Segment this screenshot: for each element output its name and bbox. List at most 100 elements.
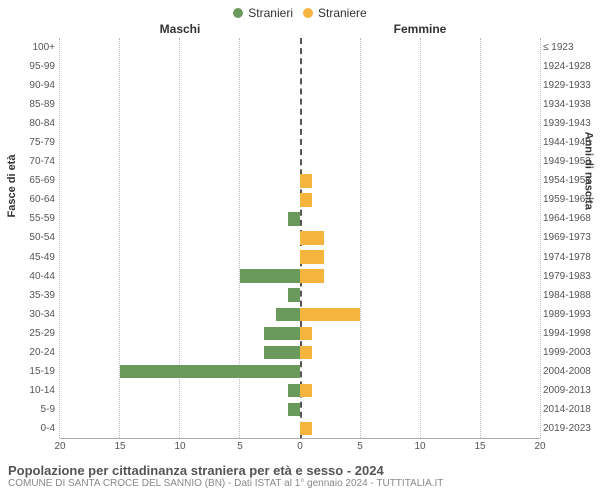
chart-row: 80-841939-1943 bbox=[60, 114, 540, 133]
age-label: 90-94 bbox=[15, 80, 55, 91]
age-label: 45-49 bbox=[15, 252, 55, 263]
birth-label: 1939-1943 bbox=[543, 118, 598, 129]
birth-label: 1929-1933 bbox=[543, 80, 598, 91]
chart-row: 20-241999-2003 bbox=[60, 343, 540, 362]
x-tick: 5 bbox=[237, 441, 243, 452]
age-label: 60-64 bbox=[15, 194, 55, 205]
chart-title: Popolazione per cittadinanza straniera p… bbox=[8, 463, 592, 478]
birth-label: 2009-2013 bbox=[543, 385, 598, 396]
x-axis: 05101520 5101520 bbox=[60, 441, 540, 459]
bar-female bbox=[300, 250, 324, 263]
birth-label: 1934-1938 bbox=[543, 99, 598, 110]
x-tick: 10 bbox=[414, 441, 425, 452]
plot-area: 100+≤ 192395-991924-192890-941929-193385… bbox=[60, 38, 540, 439]
chart-row: 50-541969-1973 bbox=[60, 228, 540, 247]
bar-male bbox=[120, 365, 300, 378]
bar-female bbox=[300, 308, 360, 321]
age-label: 50-54 bbox=[15, 232, 55, 243]
birth-label: 1984-1988 bbox=[543, 290, 598, 301]
chart-row: 70-741949-1953 bbox=[60, 152, 540, 171]
age-label: 0-4 bbox=[15, 423, 55, 434]
chart-row: 0-42019-2023 bbox=[60, 419, 540, 438]
birth-label: ≤ 1923 bbox=[543, 42, 598, 53]
bar-female bbox=[300, 269, 324, 282]
bar-male bbox=[288, 288, 300, 301]
chart: Fasce di età Anni di nascita 100+≤ 19239… bbox=[0, 38, 600, 459]
age-label: 5-9 bbox=[15, 404, 55, 415]
birth-label: 1954-1958 bbox=[543, 175, 598, 186]
chart-row: 35-391984-1988 bbox=[60, 286, 540, 305]
legend-label-male: Stranieri bbox=[248, 6, 293, 20]
bar-male bbox=[264, 346, 300, 359]
age-label: 70-74 bbox=[15, 156, 55, 167]
age-label: 85-89 bbox=[15, 99, 55, 110]
birth-label: 1949-1953 bbox=[543, 156, 598, 167]
x-tick: 15 bbox=[474, 441, 485, 452]
chart-row: 40-441979-1983 bbox=[60, 267, 540, 286]
age-label: 25-29 bbox=[15, 328, 55, 339]
legend-item-male: Stranieri bbox=[233, 6, 293, 20]
birth-label: 2004-2008 bbox=[543, 366, 598, 377]
birth-label: 1959-1963 bbox=[543, 194, 598, 205]
birth-label: 1974-1978 bbox=[543, 252, 598, 263]
age-label: 80-84 bbox=[15, 118, 55, 129]
bar-female bbox=[300, 231, 324, 244]
col-header-right: Femmine bbox=[300, 22, 540, 36]
bar-male bbox=[288, 384, 300, 397]
birth-label: 2014-2018 bbox=[543, 404, 598, 415]
chart-row: 25-291994-1998 bbox=[60, 324, 540, 343]
bar-male bbox=[288, 212, 300, 225]
age-label: 65-69 bbox=[15, 175, 55, 186]
footer: Popolazione per cittadinanza straniera p… bbox=[0, 459, 600, 489]
age-label: 20-24 bbox=[15, 347, 55, 358]
age-label: 100+ bbox=[15, 42, 55, 53]
x-tick: 20 bbox=[534, 441, 545, 452]
bar-female bbox=[300, 346, 312, 359]
chart-row: 95-991924-1928 bbox=[60, 57, 540, 76]
chart-row: 55-591964-1968 bbox=[60, 209, 540, 228]
birth-label: 1964-1968 bbox=[543, 213, 598, 224]
age-label: 15-19 bbox=[15, 366, 55, 377]
bar-female bbox=[300, 193, 312, 206]
chart-row: 15-192004-2008 bbox=[60, 362, 540, 381]
birth-label: 1999-2003 bbox=[543, 347, 598, 358]
birth-label: 1989-1993 bbox=[543, 309, 598, 320]
age-label: 10-14 bbox=[15, 385, 55, 396]
bar-female bbox=[300, 384, 312, 397]
chart-row: 85-891934-1938 bbox=[60, 95, 540, 114]
chart-row: 5-92014-2018 bbox=[60, 400, 540, 419]
chart-row: 90-941929-1933 bbox=[60, 76, 540, 95]
birth-label: 1944-1948 bbox=[543, 137, 598, 148]
legend-item-female: Straniere bbox=[303, 6, 367, 20]
bar-male bbox=[276, 308, 300, 321]
age-label: 75-79 bbox=[15, 137, 55, 148]
age-label: 40-44 bbox=[15, 271, 55, 282]
bar-female bbox=[300, 327, 312, 340]
age-label: 35-39 bbox=[15, 290, 55, 301]
x-tick: 15 bbox=[114, 441, 125, 452]
legend: Stranieri Straniere bbox=[0, 0, 600, 22]
birth-label: 1994-1998 bbox=[543, 328, 598, 339]
chart-row: 75-791944-1948 bbox=[60, 133, 540, 152]
age-label: 55-59 bbox=[15, 213, 55, 224]
bar-female bbox=[300, 422, 312, 435]
birth-label: 2019-2023 bbox=[543, 423, 598, 434]
swatch-female bbox=[303, 8, 313, 18]
birth-label: 1924-1928 bbox=[543, 61, 598, 72]
x-tick: 20 bbox=[54, 441, 65, 452]
chart-row: 60-641959-1963 bbox=[60, 190, 540, 209]
chart-row: 100+≤ 1923 bbox=[60, 38, 540, 57]
chart-row: 10-142009-2013 bbox=[60, 381, 540, 400]
legend-label-female: Straniere bbox=[318, 6, 367, 20]
bar-female bbox=[300, 174, 312, 187]
birth-label: 1979-1983 bbox=[543, 271, 598, 282]
age-label: 30-34 bbox=[15, 309, 55, 320]
x-tick: 10 bbox=[174, 441, 185, 452]
swatch-male bbox=[233, 8, 243, 18]
x-tick: 5 bbox=[357, 441, 363, 452]
chart-row: 65-691954-1958 bbox=[60, 171, 540, 190]
chart-subtitle: COMUNE DI SANTA CROCE DEL SANNIO (BN) - … bbox=[8, 478, 592, 489]
col-header-left: Maschi bbox=[60, 22, 300, 36]
birth-label: 1969-1973 bbox=[543, 232, 598, 243]
age-label: 95-99 bbox=[15, 61, 55, 72]
